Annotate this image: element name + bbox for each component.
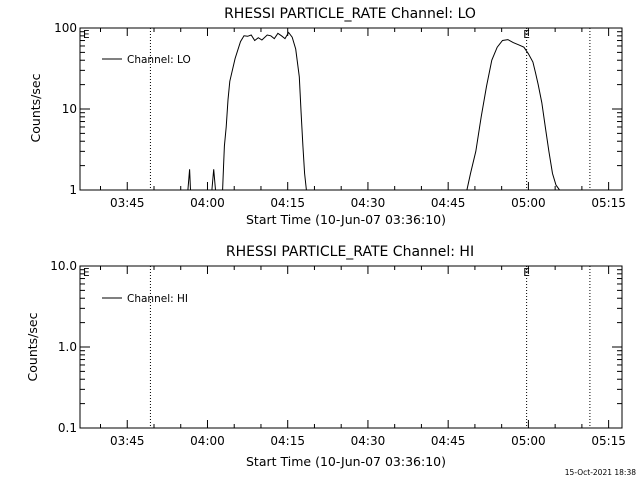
x-tick-label: 04:30	[351, 434, 386, 448]
y-tick-label: 100	[54, 21, 77, 35]
chart-title: RHESSI PARTICLE_RATE Channel: HI	[226, 244, 474, 260]
corner-label-e: E	[83, 267, 90, 279]
time-markers: E	[149, 28, 591, 190]
y-tick-label: 10.0	[50, 259, 77, 273]
x-tick-label: 05:00	[511, 434, 546, 448]
x-axis-label: Start Time (10-Jun-07 03:36:10)	[246, 454, 446, 469]
y-tick-label: 10	[62, 102, 77, 116]
legend-entry-lo: Channel: LO	[127, 54, 191, 66]
series-lines	[187, 31, 563, 191]
x-tick-label: 04:00	[190, 196, 225, 210]
x-tick-label: 05:15	[591, 434, 626, 448]
y-tick-label: 0.1	[58, 421, 77, 435]
x-tick-label: 03:45	[110, 434, 145, 448]
x-tick-label: 04:30	[351, 196, 386, 210]
series-line-lo	[187, 31, 563, 191]
chart-panel-hi: RHESSI PARTICLE_RATE Channel: HI Counts/…	[25, 244, 626, 469]
x-tick-label: 05:00	[511, 196, 546, 210]
corner-label-e: E	[83, 29, 90, 41]
marker-label-e: E	[523, 267, 530, 279]
legend-entry-hi: Channel: HI	[127, 293, 188, 305]
timestamp-footer: 15-Oct-2021 18:38	[565, 468, 636, 477]
x-tick-label: 04:00	[190, 434, 225, 448]
y-tick-label: 1.0	[58, 340, 77, 354]
y-axis-label: Counts/sec	[25, 312, 40, 381]
chart-panel-lo: RHESSI PARTICLE_RATE Channel: LO Counts/…	[28, 6, 626, 227]
x-tick-label: 04:15	[270, 434, 305, 448]
marker-label-e: E	[523, 29, 530, 41]
x-axis-label: Start Time (10-Jun-07 03:36:10)	[246, 212, 446, 227]
x-tick-label: 04:45	[431, 434, 466, 448]
x-tick-label: 05:15	[591, 196, 626, 210]
y-axis-label: Counts/sec	[28, 73, 43, 142]
y-tick-label: 1	[69, 183, 77, 197]
chart-title: RHESSI PARTICLE_RATE Channel: LO	[224, 6, 476, 22]
x-tick-label: 04:45	[431, 196, 466, 210]
x-tick-label: 03:45	[110, 196, 145, 210]
axis-ticks: 03:45 04:00 04:15 04:30 04:45 05:00 05:15 0.1 1.…	[50, 259, 626, 448]
x-tick-label: 04:15	[270, 196, 305, 210]
axis-ticks: 03:45 04:00 04:15 04:30 04:45 05:00 05:15 1 10 10…	[54, 21, 626, 210]
time-markers: E	[149, 266, 591, 428]
